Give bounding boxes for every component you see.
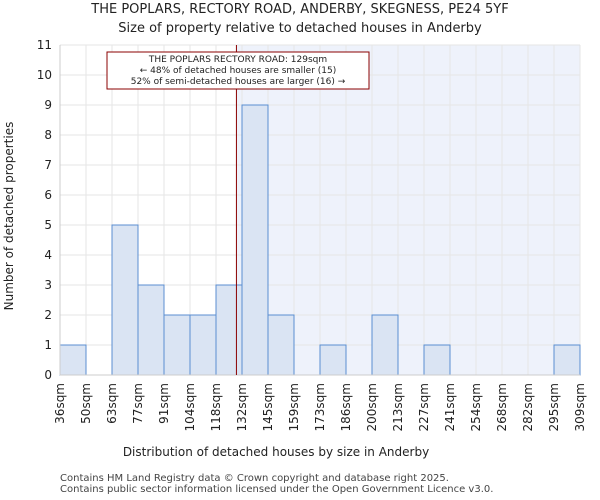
x-tick-label: 145sqm <box>261 383 275 431</box>
annotation-line-3: 52% of semi-detached houses are larger (… <box>131 77 346 87</box>
chart-title: THE POPLARS, RECTORY ROAD, ANDERBY, SKEG… <box>91 2 509 17</box>
y-tick-label: 10 <box>37 68 52 82</box>
y-tick-label: 11 <box>37 38 52 52</box>
x-tick-label: 254sqm <box>469 383 483 431</box>
x-tick-label: 91sqm <box>157 383 171 424</box>
histogram-bar <box>371 314 399 376</box>
x-tick-label: 63sqm <box>105 383 119 424</box>
histogram-bar <box>189 314 217 376</box>
footer-line-2: Contains public sector information licen… <box>60 484 494 495</box>
x-tick-label: 132sqm <box>235 383 249 431</box>
y-tick-label: 0 <box>44 368 52 382</box>
annotation-line-1: THE POPLARS RECTORY ROAD: 129sqm <box>148 55 327 65</box>
annotation-box: THE POPLARS RECTORY ROAD: 129sqm ← 48% o… <box>106 51 370 90</box>
y-tick-label: 8 <box>44 128 52 142</box>
x-tick-label: 186sqm <box>339 383 353 431</box>
histogram-bar <box>319 344 347 376</box>
x-tick-label: 213sqm <box>391 383 405 431</box>
x-tick-label: 77sqm <box>131 383 145 424</box>
histogram-bar <box>137 284 165 376</box>
histogram-bar <box>267 314 295 376</box>
histogram-chart: 0 1 2 3 4 5 6 7 8 9 10 11 36sqm 50sqm 63sqm 77sqm 91sqm 1… <box>2 38 587 459</box>
histogram-bar <box>553 344 581 376</box>
x-tick-label: 159sqm <box>287 383 301 431</box>
footer-line-1: Contains HM Land Registry data © Crown c… <box>60 473 449 484</box>
histogram-bar <box>163 314 191 376</box>
annotation-line-2: ← 48% of detached houses are smaller (15… <box>140 66 337 76</box>
histogram-bar <box>215 284 243 376</box>
chart-subtitle: Size of property relative to detached ho… <box>118 21 482 36</box>
x-tick-label: 118sqm <box>209 383 223 431</box>
x-axis-label: Distribution of detached houses by size … <box>123 445 429 459</box>
y-tick-label: 3 <box>44 278 52 292</box>
y-tick-label: 2 <box>44 308 52 322</box>
histogram-bar <box>423 344 451 376</box>
x-tick-label: 268sqm <box>495 383 509 431</box>
y-tick-label: 4 <box>44 248 52 262</box>
x-tick-label: 282sqm <box>521 383 535 431</box>
histogram-bar <box>111 224 139 376</box>
x-tick-label: 309sqm <box>573 383 587 431</box>
x-tick-label: 295sqm <box>547 383 561 431</box>
y-tick-label: 9 <box>44 98 52 112</box>
annotation-frame <box>106 51 370 90</box>
x-tick-label: 173sqm <box>313 383 327 431</box>
histogram-bar <box>241 104 269 376</box>
x-tick-label: 36sqm <box>53 383 67 424</box>
y-tick-label: 7 <box>44 158 52 172</box>
y-tick-label: 5 <box>44 218 52 232</box>
x-tick-label: 200sqm <box>365 383 379 431</box>
y-axis-label: Number of detached properties <box>2 122 16 311</box>
x-tick-label: 50sqm <box>79 383 93 424</box>
y-tick-label: 6 <box>44 188 52 202</box>
histogram-bar <box>59 344 87 376</box>
x-tick-label: 104sqm <box>183 383 197 431</box>
y-tick-label: 1 <box>44 338 52 352</box>
x-tick-label: 241sqm <box>443 383 457 431</box>
x-tick-label: 227sqm <box>417 383 431 431</box>
